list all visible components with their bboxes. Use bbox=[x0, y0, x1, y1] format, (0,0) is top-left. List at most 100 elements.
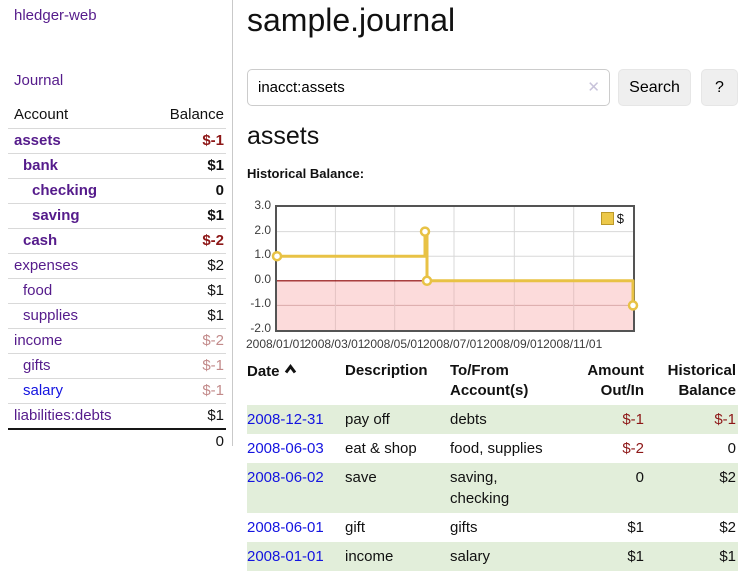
account-link-salary[interactable]: salary bbox=[23, 382, 64, 399]
account-link-assets[interactable]: assets bbox=[14, 132, 61, 149]
data-point-marker bbox=[419, 226, 431, 237]
main-content: sample.journal ✕ Search ? assets Histori… bbox=[246, 0, 738, 571]
account-heading: assets bbox=[247, 122, 320, 150]
account-row-liabilities-debts: liabilities:debts $1 bbox=[8, 403, 226, 430]
transaction-balance: $1 bbox=[719, 548, 736, 565]
account-link-cash[interactable]: cash bbox=[23, 232, 58, 249]
transaction-description: gift bbox=[345, 519, 366, 536]
search-button[interactable]: Search bbox=[618, 69, 691, 106]
x-tick-label: 2008/01/01 bbox=[245, 337, 307, 351]
account-link-expenses[interactable]: expenses bbox=[14, 257, 79, 274]
account-balance: $-1 bbox=[202, 357, 224, 374]
account-balance: $-1 bbox=[202, 132, 224, 149]
x-tick-label: 2008/05/01 bbox=[363, 337, 424, 351]
account-link-income[interactable]: income bbox=[14, 332, 63, 349]
x-tick-label: 2008/07/01 bbox=[422, 337, 484, 351]
y-tick-label: 2.0 bbox=[254, 222, 271, 237]
transaction-amount: $-2 bbox=[622, 440, 644, 457]
transaction-description: pay off bbox=[345, 411, 390, 428]
y-tick-label: -1.0 bbox=[250, 296, 271, 311]
sidebar-item-journal[interactable]: Journal bbox=[14, 72, 64, 89]
y-tick-label: 3.0 bbox=[254, 198, 271, 212]
account-row-bank: bank $1 bbox=[8, 153, 226, 179]
transaction-amount: $-1 bbox=[622, 411, 644, 428]
register-header-accounts: To/From Account(s) bbox=[450, 362, 529, 399]
account-row-checking: checking 0 bbox=[8, 178, 226, 204]
transaction-amount: 0 bbox=[635, 469, 644, 486]
plot-area: $ bbox=[271, 205, 639, 332]
account-link-supplies[interactable]: supplies bbox=[23, 307, 79, 324]
register-header-description: Description bbox=[345, 362, 428, 379]
data-point-marker bbox=[271, 250, 283, 262]
sidebar: hledger-web Journal Account Balance asse… bbox=[0, 0, 233, 450]
transaction-accounts: food, supplies bbox=[450, 440, 543, 457]
transaction-amount: $1 bbox=[627, 519, 644, 536]
transaction-accounts: saving, checking bbox=[450, 469, 510, 507]
transaction-date-link[interactable]: 2008-01-01 bbox=[247, 548, 324, 565]
account-link-checking[interactable]: checking bbox=[32, 182, 98, 199]
account-balance: $1 bbox=[207, 207, 224, 224]
account-balance: $1 bbox=[207, 157, 224, 174]
accounts-balance-table: Account Balance assets $-1 bank $1 check… bbox=[8, 103, 226, 454]
help-button[interactable]: ? bbox=[701, 69, 738, 106]
register-row: 2008-01-01 income salary $1 $1 bbox=[247, 542, 738, 571]
search-form: ✕ Search ? bbox=[247, 69, 738, 106]
x-tick-label: 2008/09/01 bbox=[483, 337, 544, 351]
historical-balance-chart: 3.0 2.0 1.0 0.0 -1.0 -2.0 bbox=[246, 198, 738, 353]
balance-column-header: Balance bbox=[169, 106, 224, 123]
account-balance: $-2 bbox=[202, 232, 224, 249]
account-row-cash: cash $-2 bbox=[8, 228, 226, 254]
account-balance: $2 bbox=[207, 257, 224, 274]
transaction-date-link[interactable]: 2008-06-03 bbox=[247, 440, 324, 457]
transaction-description: save bbox=[345, 469, 377, 486]
register-row: 2008-06-02 save saving, checking 0 $2 bbox=[247, 463, 738, 513]
sort-ascending-icon bbox=[284, 361, 297, 381]
account-link-saving[interactable]: saving bbox=[32, 207, 80, 224]
transaction-accounts: debts bbox=[450, 411, 487, 428]
account-row-saving: saving $1 bbox=[8, 203, 226, 229]
search-input[interactable] bbox=[247, 69, 610, 106]
page-title: sample.journal bbox=[247, 2, 456, 38]
account-link-gifts[interactable]: gifts bbox=[23, 357, 51, 374]
transaction-balance: 0 bbox=[727, 440, 736, 457]
accounts-total-value: 0 bbox=[215, 433, 224, 450]
register-row: 2008-12-31 pay off debts $-1 $-1 bbox=[247, 405, 738, 434]
transaction-description: income bbox=[345, 548, 394, 565]
account-row-income: income $-2 bbox=[8, 328, 226, 354]
transaction-accounts: salary bbox=[450, 548, 491, 565]
transaction-amount: $1 bbox=[627, 548, 644, 565]
register-table: Date Description To/From Account(s) Amou… bbox=[247, 358, 738, 571]
account-balance: $1 bbox=[207, 307, 224, 324]
transaction-date-link[interactable]: 2008-06-02 bbox=[247, 469, 324, 486]
transaction-balance: $2 bbox=[719, 519, 736, 536]
account-balance: 0 bbox=[215, 182, 224, 199]
account-link-bank[interactable]: bank bbox=[23, 157, 59, 174]
transaction-date-link[interactable]: 2008-12-31 bbox=[247, 411, 324, 428]
data-point-marker bbox=[627, 300, 639, 311]
transaction-balance: $-1 bbox=[714, 411, 736, 428]
y-tick-label: 1.0 bbox=[254, 247, 271, 262]
register-header-date[interactable]: Date bbox=[247, 358, 345, 405]
chart-canvas bbox=[271, 207, 639, 330]
data-point-marker bbox=[421, 275, 433, 287]
account-link-food[interactable]: food bbox=[23, 282, 53, 299]
chart-legend: $ bbox=[598, 210, 626, 227]
account-balance: $1 bbox=[207, 282, 224, 299]
chart-title: Historical Balance: bbox=[247, 166, 365, 181]
transaction-balance: $2 bbox=[719, 469, 736, 486]
y-tick-label: -2.0 bbox=[250, 321, 271, 335]
register-row: 2008-06-03 eat & shop food, supplies $-2… bbox=[247, 434, 738, 463]
app-brand-link[interactable]: hledger-web bbox=[14, 7, 97, 24]
account-row-assets: assets $-1 bbox=[8, 128, 226, 154]
account-row-food: food $1 bbox=[8, 278, 226, 304]
legend-swatch-icon bbox=[600, 212, 614, 225]
legend-series-label: $ bbox=[616, 211, 624, 226]
transaction-date-link[interactable]: 2008-06-01 bbox=[247, 519, 324, 536]
account-row-supplies: supplies $1 bbox=[8, 303, 226, 329]
account-row-gifts: gifts $-1 bbox=[8, 353, 226, 379]
clear-search-icon[interactable]: ✕ bbox=[587, 79, 600, 96]
account-column-header: Account bbox=[14, 106, 69, 123]
transaction-accounts: gifts bbox=[450, 519, 478, 536]
register-header-balance: Historical Balance bbox=[667, 362, 736, 399]
account-link-liabilities-debts[interactable]: liabilities:debts bbox=[14, 407, 112, 424]
